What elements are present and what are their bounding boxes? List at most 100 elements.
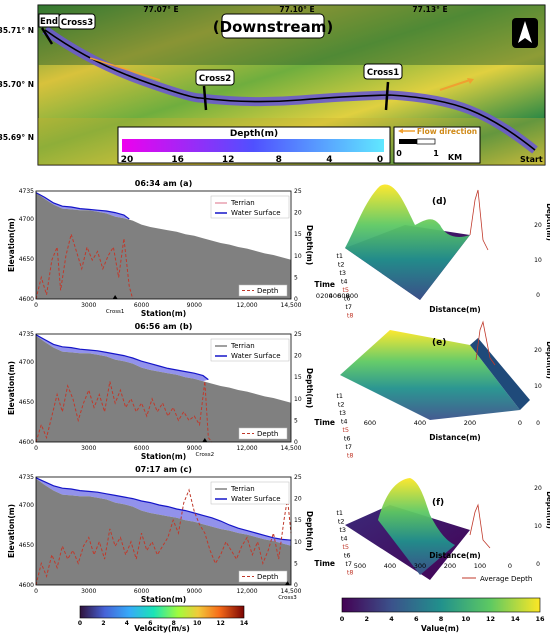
depth-legend-label-a: Depth	[257, 287, 278, 295]
flow-arrow-line-1	[89, 57, 161, 81]
x-tick-c-1: 3000	[81, 588, 96, 595]
time-tick-f-4: t5	[342, 543, 349, 551]
surface-title-f: (f)	[432, 498, 444, 508]
x-tick-a-5: 14,500	[281, 302, 302, 309]
time-tick-f-5: t6	[344, 552, 351, 560]
time-tick-f-7: t8	[347, 569, 354, 577]
surface-panel-f: Average Depth	[345, 478, 532, 583]
velocity-tick-5: 10	[193, 620, 201, 627]
x-tick-b-5: 14,500	[281, 445, 302, 452]
surface-title-e: (e)	[432, 338, 446, 348]
depth-legend-tick-0: 20	[121, 155, 134, 165]
map-panel: (Downstream) End Cross3 Cross2 Cross1 De…	[0, 4, 546, 166]
profile-chart-c: 07:17 am (c) 0 3000 6000 9000 12,000 14,500 Sta…	[7, 465, 314, 604]
terrain-area-c	[36, 478, 291, 585]
depth-axis-label-e: Depth(m)	[545, 341, 550, 379]
depth-tick-e-2: 20	[534, 347, 542, 354]
scale-label-1: 1	[433, 149, 439, 158]
cross2-label: Cross2	[199, 74, 231, 84]
y-tick-b-0: 4600	[19, 439, 34, 446]
lon-label-0: 77.07° E	[143, 5, 178, 14]
time-label-d: Time	[314, 280, 335, 289]
y-tick-a-2: 4700	[19, 216, 34, 223]
velocity-colorbar-ticks: 0 2 4 6 8 10 12 14	[78, 620, 248, 627]
time-tick-d-2: t3	[339, 269, 346, 277]
cross3-line	[40, 27, 54, 45]
value-tick-2: 4	[389, 615, 394, 623]
x-tick-c-3: 9000	[187, 588, 202, 595]
velocity-tick-7: 14	[240, 620, 248, 627]
time-tick-e-5: t6	[344, 435, 351, 443]
chart-title-a: 06:34 am (a)	[135, 179, 192, 188]
time-tick-f-6: t7	[345, 560, 352, 568]
distance-tick-f-5: 0	[508, 562, 512, 570]
depth-legend-box-a	[238, 284, 288, 297]
cross1-label-box: Cross1	[363, 63, 403, 80]
flow-arrow-head-icon	[467, 78, 474, 84]
north-arrow-icon	[518, 21, 532, 43]
y-tick-a-0: 4600	[19, 296, 34, 303]
map-title-box: (Downstream)	[213, 13, 333, 39]
y-tick-a-3: 4735	[19, 188, 34, 195]
depth-legend-box-c	[238, 570, 288, 583]
value-colorbar-label: Value(m)	[421, 624, 459, 633]
velocity-tick-6: 12	[216, 620, 224, 627]
value-colorbar-ticks: 0 2 4 6 8 10 12 14 16	[340, 615, 545, 623]
cross-marker-label-a: Cross1	[106, 309, 125, 315]
velocity-tick-2: 4	[125, 620, 129, 627]
time-tick-e-4: t5	[342, 426, 349, 434]
x-tick-b-3: 9000	[187, 445, 202, 452]
distance-tick-d-1: 600	[337, 292, 349, 300]
cross2-line	[202, 85, 208, 111]
cross-marker-b	[202, 438, 208, 442]
y-label-b: Elevation(m)	[7, 361, 16, 415]
x-tick-a-0: 0	[34, 302, 38, 309]
x-tick-a-3: 9000	[187, 302, 202, 309]
y-tick-a-1: 4650	[19, 256, 34, 263]
surface-labels-d: (d)t1t2t3t4t5t6t7t88006004002000Distance…	[314, 197, 550, 320]
x-tick-c-4: 12,000	[237, 588, 258, 595]
terrain-area-a	[36, 192, 291, 299]
value-tick-1: 2	[364, 615, 369, 623]
distance-tick-f-0: 500	[354, 562, 366, 570]
legend-box-c	[210, 481, 290, 505]
depth-legend-ticks: 20 16 12 8 4 0	[121, 155, 383, 165]
profile-chart-a: 06:34 am (a) 0 3000 6000 9000 12,000 14,500 Sta…	[7, 179, 314, 318]
velocity-colorbar-label: Velocity(m/s)	[134, 624, 190, 633]
time-tick-d-1: t2	[338, 261, 345, 269]
time-tick-e-1: t2	[338, 401, 345, 409]
y2-tick-a-5: 25	[294, 188, 302, 195]
surface-panel-e	[340, 320, 530, 420]
surface-panel-d	[345, 184, 489, 300]
y-tick-c-3: 4735	[19, 474, 34, 481]
velocity-tick-0: 0	[78, 620, 82, 627]
flow-direction-label: Flow direction	[417, 127, 477, 136]
time-tick-f-3: t4	[341, 535, 348, 543]
depth-tick-f-2: 20	[534, 485, 542, 492]
cross3-label-box: Cross3	[58, 13, 96, 30]
time-label-f: Time	[314, 559, 335, 568]
y2-tick-c-3: 15	[294, 517, 302, 524]
plot-frame-b	[35, 333, 292, 443]
depth-legend-tick-4: 4	[326, 155, 332, 165]
end-label: End	[40, 17, 58, 27]
distance-tick-d-2: 400	[329, 292, 341, 300]
cross1-line	[384, 81, 390, 111]
depth-legend-box-b	[238, 427, 288, 440]
depth-axis-label-d: Depth(m)	[545, 203, 550, 241]
value-tick-3: 6	[414, 615, 419, 623]
legend-water-label-b: Water Surface	[231, 352, 281, 360]
depth-tick-f-0: 0	[536, 561, 540, 568]
velocity-tick-1: 2	[101, 620, 105, 627]
scale-bar-black	[399, 139, 417, 144]
velocity-tick-4: 8	[172, 620, 176, 627]
time-tick-e-3: t4	[341, 418, 348, 426]
depth-tick-e-1: 10	[534, 383, 542, 390]
lat-label-0: 35.71° N	[0, 26, 34, 35]
x-tick-b-2: 6000	[134, 445, 149, 452]
chart-title-b: 06:56 am (b)	[135, 322, 193, 331]
water-surface-line-c	[35, 477, 292, 541]
legend-water-label-a: Water Surface	[231, 209, 281, 217]
